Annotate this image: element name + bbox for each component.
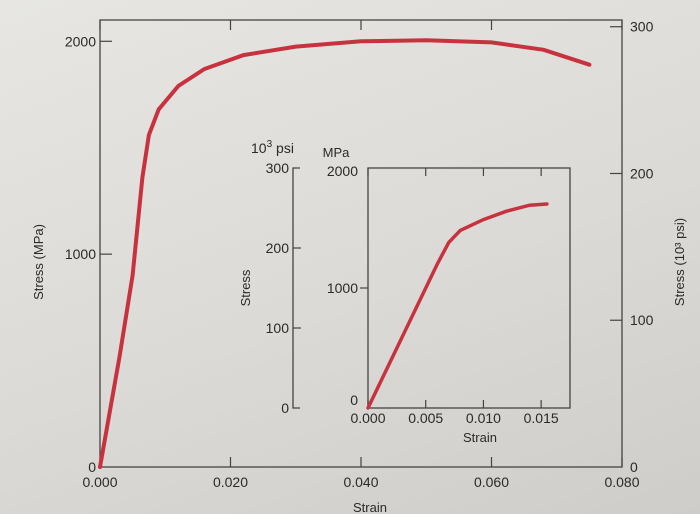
inset-tick-marks [293, 168, 542, 408]
main-tick-marks [99, 20, 623, 467]
inset-mpa-unit-label: MPa [323, 145, 351, 160]
inset-psi-tick-label: 100 [266, 320, 290, 336]
inset-y-axis-label: Stress [238, 269, 253, 306]
inset-x-tick-label: 0.000 [350, 410, 385, 426]
main-x-tick-label: 0.000 [82, 474, 117, 490]
inset-stress-curve [366, 202, 549, 410]
main-y-tick-label: 1000 [65, 246, 96, 262]
inset-psi-unit-label: 103 psi [251, 139, 294, 156]
main-tick-labels: 0.000 0.020 0.040 0.060 0.080010002000010020… [65, 19, 654, 490]
main-chart: 0.000 0.020 0.040 0.060 0.080010002000010020… [31, 19, 687, 514]
inset-psi-axis [292, 167, 300, 409]
inset-tick-labels: 0.000 0.005 0.010 0.015 0 1000 2000 0 100 200 300 [266, 160, 559, 426]
inset-mpa-tick-label: 0 [350, 392, 358, 408]
main-y-tick-label: 0 [88, 459, 96, 475]
inset-x-axis-label: Strain [463, 430, 497, 445]
main-right-y-tick-label: 300 [630, 19, 654, 35]
main-x-tick-label: 0.080 [604, 474, 639, 490]
inset-psi-tick-label: 0 [281, 400, 289, 416]
main-x-tick-label: 0.040 [343, 474, 378, 490]
inset-chart: 0.000 0.005 0.010 0.0150100020000100200300 … [238, 139, 571, 445]
inset-x-tick-label: 0.005 [408, 410, 443, 426]
main-stress-curve [98, 38, 592, 469]
main-right-y-axis-label: Stress (10³ psi) [672, 218, 687, 306]
inset-psi-tick-label: 300 [266, 160, 290, 176]
main-right-y-tick-label: 200 [630, 165, 654, 181]
inset-mpa-tick-label: 1000 [327, 280, 358, 296]
main-x-axis-label: Strain [353, 500, 387, 514]
main-y-tick-label: 2000 [65, 33, 96, 49]
main-x-tick-label: 0.060 [474, 474, 509, 490]
main-right-y-tick-label: 0 [630, 459, 638, 475]
main-y-axis-label: Stress (MPa) [31, 224, 46, 300]
main-x-tick-label: 0.020 [213, 474, 248, 490]
inset-x-tick-label: 0.010 [466, 410, 501, 426]
main-right-y-tick-label: 100 [630, 312, 654, 328]
inset-mpa-tick-label: 2000 [327, 163, 358, 179]
inset-x-tick-label: 0.015 [524, 410, 559, 426]
inset-psi-tick-label: 200 [266, 240, 290, 256]
